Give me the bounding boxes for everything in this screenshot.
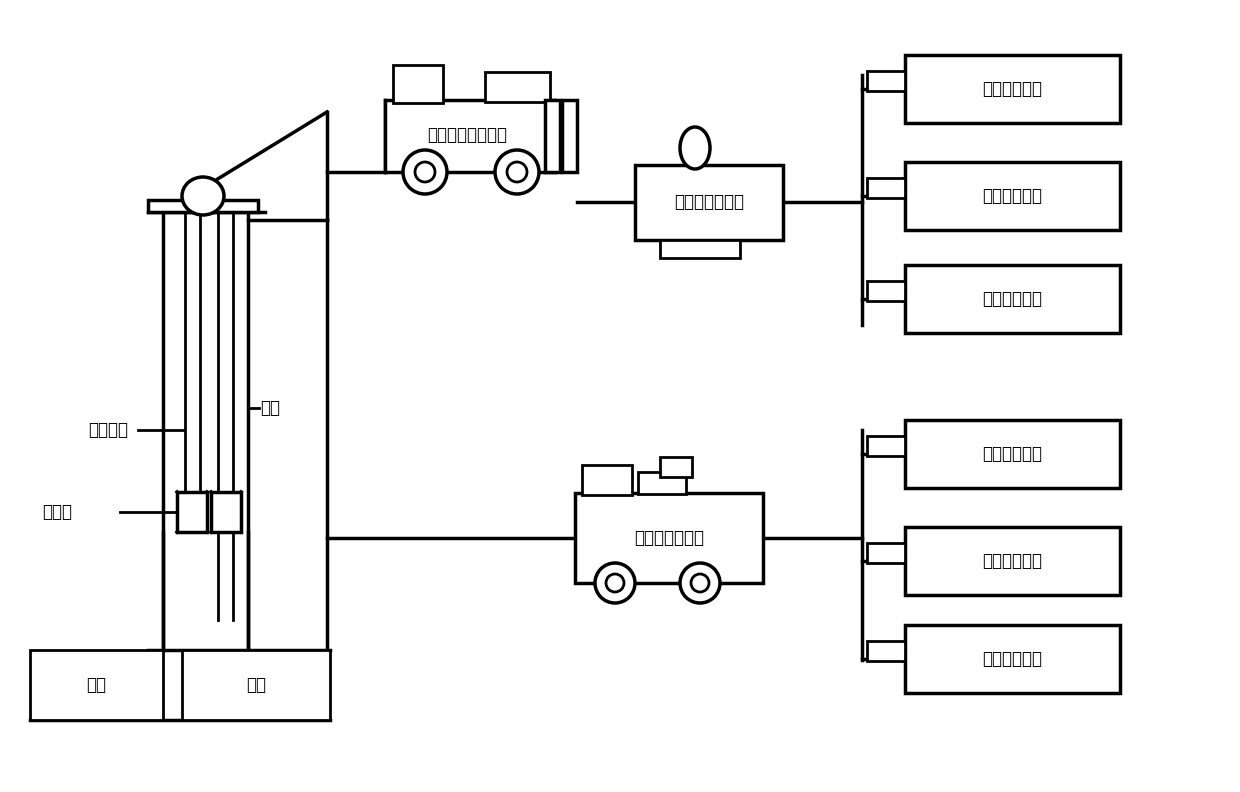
Circle shape [507, 162, 527, 182]
Text: 封隔器: 封隔器 [42, 503, 72, 521]
Circle shape [403, 150, 446, 194]
Bar [867, 641, 905, 661]
Text: 二氧化碳储罐: 二氧化碳储罐 [982, 80, 1042, 98]
Text: 降粘剑溶液罐: 降粘剑溶液罐 [982, 650, 1042, 668]
Bar [148, 200, 258, 212]
Bar [384, 100, 556, 172]
Text: 油层: 油层 [246, 676, 267, 694]
Bar [905, 625, 1120, 693]
Bar [182, 650, 330, 720]
Text: 套管: 套管 [260, 399, 280, 417]
Text: 油层: 油层 [86, 676, 105, 694]
Circle shape [680, 563, 720, 603]
Text: 二氧化碳储罐: 二氧化碳储罐 [982, 187, 1042, 205]
Bar [635, 165, 782, 240]
Text: 降粘剑泵注设备: 降粘剑泵注设备 [634, 529, 704, 547]
Bar [485, 72, 551, 102]
Bar [660, 240, 740, 258]
Bar [30, 650, 162, 720]
Text: 注入油管: 注入油管 [88, 421, 128, 439]
Bar [867, 543, 905, 563]
Text: 二氧化碳增压泵: 二氧化碳增压泵 [675, 193, 744, 211]
Bar [546, 100, 560, 172]
Circle shape [691, 574, 709, 592]
Bar [211, 492, 241, 532]
Bar [393, 65, 443, 103]
Bar [639, 472, 686, 494]
Text: 二氧化碳储罐: 二氧化碳储罐 [982, 290, 1042, 308]
Ellipse shape [680, 127, 711, 169]
Circle shape [495, 150, 539, 194]
Bar [177, 492, 207, 532]
Bar [905, 420, 1120, 488]
Bar [575, 493, 763, 583]
Bar [905, 162, 1120, 230]
Bar [867, 71, 905, 91]
Bar [867, 178, 905, 198]
Bar [867, 436, 905, 456]
Circle shape [595, 563, 635, 603]
Text: 降粘剑溶液罐: 降粘剑溶液罐 [982, 552, 1042, 570]
Bar [562, 100, 577, 172]
Circle shape [606, 574, 624, 592]
Circle shape [415, 162, 435, 182]
Text: 降粘剑溶液罐: 降粘剑溶液罐 [982, 445, 1042, 463]
Bar [905, 265, 1120, 333]
Ellipse shape [182, 177, 224, 215]
Bar [905, 55, 1120, 123]
Bar [867, 281, 905, 301]
Bar [660, 457, 692, 477]
Bar [582, 465, 632, 495]
Text: 二氧化碳压裂泵车: 二氧化碳压裂泵车 [427, 126, 507, 144]
Bar [905, 527, 1120, 595]
